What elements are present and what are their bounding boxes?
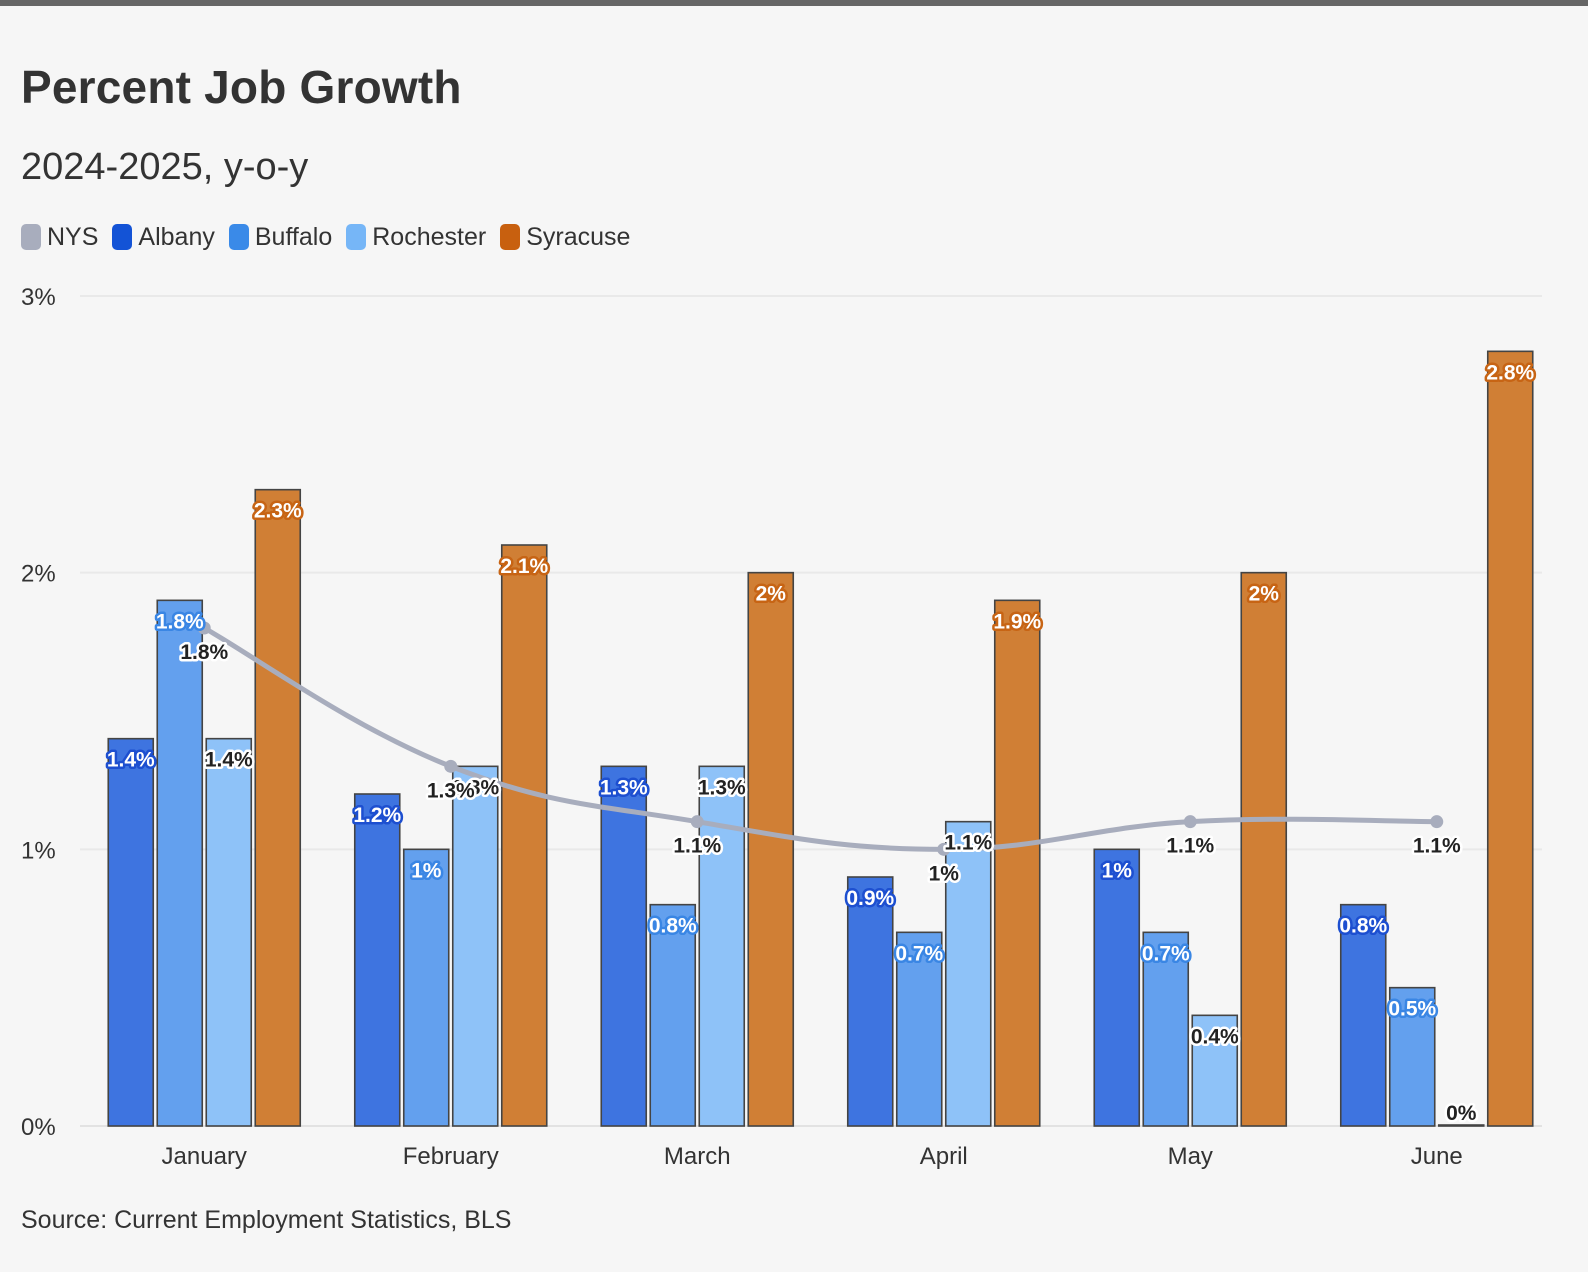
bar-syracuse-may [1240, 571, 1288, 1127]
data-label-rochester: 1.1% [944, 832, 992, 855]
point-nys-january [197, 621, 211, 635]
legend-swatch [21, 224, 41, 250]
legend-label: NYS [47, 222, 99, 251]
data-label-nys: 1% [929, 862, 960, 885]
data-label-albany: 1.4% [107, 749, 155, 772]
point-nys-may [1183, 815, 1197, 829]
data-label-nys: 1.1% [1166, 835, 1214, 858]
chart-title: Percent Job Growth [21, 61, 462, 113]
data-label-albany: 1% [1102, 859, 1133, 882]
bar-syracuse-february [500, 544, 548, 1127]
bar-buffalo-april [895, 931, 943, 1127]
bar-rochester-june [1437, 1124, 1485, 1127]
bar-rochester-april [944, 820, 992, 1127]
data-label-buffalo: 1.8% [156, 610, 204, 633]
legend-label: Rochester [372, 222, 487, 251]
data-label-albany: 0.9% [846, 887, 894, 910]
data-label-buffalo: 0.8% [649, 915, 697, 938]
legend-item-nys[interactable]: NYS [21, 223, 98, 252]
x-tick-label: February [403, 1143, 499, 1170]
data-label-syracuse: 1.9% [993, 610, 1041, 633]
data-label-rochester: 1.3% [698, 776, 746, 799]
data-label-buffalo: 0.5% [1388, 998, 1436, 1021]
data-label-buffalo: 0.7% [1142, 942, 1190, 965]
data-label-syracuse: 2.1% [500, 555, 548, 578]
line-nys [201, 625, 1440, 852]
legend-item-buffalo[interactable]: Buffalo [228, 222, 333, 252]
data-label-nys: 1.1% [673, 835, 721, 858]
legend-swatch [500, 224, 521, 250]
x-tick-label: January [162, 1143, 247, 1170]
bar-buffalo-january [156, 599, 204, 1127]
data-label-nys: 1.1% [1413, 835, 1461, 858]
data-label-albany: 1.2% [353, 804, 401, 827]
bar-rochester-january [205, 737, 253, 1127]
legend-item-rochester[interactable]: Rochester [346, 223, 486, 252]
legend: NYS Albany Buffalo Rochester Syracuse [21, 220, 644, 254]
data-label-syracuse: 2% [1249, 583, 1280, 606]
legend-swatch [228, 224, 249, 250]
data-label-syracuse: 2.3% [254, 500, 302, 523]
y-tick-label: 0% [21, 1114, 56, 1141]
data-label-rochester: 1.3% [451, 776, 499, 799]
x-tick-label: March [664, 1143, 731, 1170]
bar-syracuse-january [254, 488, 302, 1127]
legend-label: Albany [138, 222, 215, 251]
bar-albany-april [846, 876, 894, 1127]
bar-albany-may [1093, 848, 1141, 1127]
legend-swatch [112, 224, 133, 250]
bar-buffalo-may [1142, 931, 1190, 1127]
data-label-nys: 1.3% [427, 779, 475, 802]
data-label-rochester: 1.4% [205, 749, 253, 772]
data-label-rochester: 0.4% [1191, 1025, 1239, 1048]
data-label-albany: 1.3% [600, 776, 648, 799]
bar-albany-february [353, 793, 401, 1127]
y-tick-label: 1% [21, 837, 56, 864]
point-nys-march [690, 815, 704, 829]
data-label-albany: 0.8% [1339, 915, 1387, 938]
legend-label: Buffalo [254, 222, 333, 251]
chart-subtitle: 2024-2025, y-o-y [21, 146, 309, 188]
point-nys-june [1430, 815, 1444, 829]
bar-rochester-march [698, 765, 746, 1127]
legend-item-syracuse[interactable]: Syracuse [500, 223, 630, 252]
bar-albany-june [1339, 903, 1387, 1127]
bar-albany-january [107, 737, 155, 1127]
bar-buffalo-june [1388, 986, 1436, 1127]
bar-rochester-february [451, 765, 499, 1127]
x-tick-label: June [1411, 1143, 1463, 1170]
x-tick-label: April [920, 1143, 968, 1170]
bar-buffalo-february [402, 848, 450, 1127]
data-label-rochester: 0% [1446, 1102, 1477, 1125]
legend-label: Syracuse [526, 222, 631, 251]
bar-buffalo-march [649, 903, 697, 1127]
bar-syracuse-june [1486, 350, 1534, 1127]
legend-item-albany[interactable]: Albany [112, 222, 215, 252]
top-bar [0, 0, 1588, 6]
data-label-buffalo: 0.7% [895, 942, 943, 965]
bar-syracuse-march [747, 571, 795, 1127]
data-label-syracuse: 2.8% [1486, 361, 1534, 384]
y-tick-label: 3% [21, 284, 56, 311]
data-label-buffalo: 1% [411, 859, 442, 882]
point-nys-april [937, 842, 951, 856]
data-label-syracuse: 2% [756, 583, 787, 606]
chart-area: 0% 1% 2% 3% January February March April May June… [21, 284, 1542, 1170]
source-note: Source: Current Employment Statistics, B… [21, 1206, 512, 1234]
bar-rochester-may [1191, 1014, 1239, 1127]
x-tick-label: May [1168, 1143, 1213, 1170]
data-label-nys: 1.8% [180, 641, 228, 664]
legend-swatch [346, 224, 367, 250]
y-tick-label: 2% [21, 561, 56, 588]
bar-albany-march [600, 765, 648, 1127]
point-nys-february [444, 759, 458, 773]
bar-syracuse-april [993, 599, 1041, 1127]
